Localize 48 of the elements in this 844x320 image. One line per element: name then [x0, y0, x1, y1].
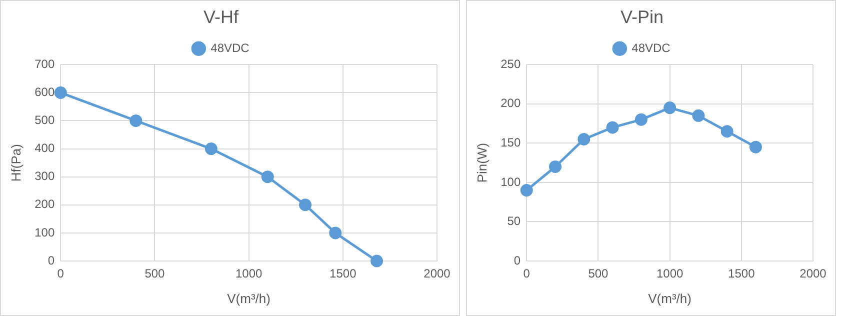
x-tick-label: 2000 — [800, 266, 827, 281]
y-tick-label: 100 — [34, 225, 55, 240]
point — [329, 226, 342, 240]
x-tick-label: 0 — [57, 266, 64, 281]
y-tick-label: 0 — [514, 253, 521, 268]
y-tick-label: 200 — [500, 96, 521, 110]
legend-label: 48VDC — [632, 40, 671, 55]
x-tick-label: 1000 — [656, 266, 684, 281]
x-tick-label: 2000 — [424, 266, 451, 281]
x-tick-label: 0 — [523, 266, 530, 281]
point — [130, 114, 142, 127]
y-tick-label: 400 — [34, 141, 55, 156]
point — [370, 254, 384, 268]
point — [578, 132, 590, 146]
point — [299, 198, 312, 212]
y-tick-label: 600 — [34, 84, 55, 99]
x-axis-title: V(m³/h) — [648, 290, 692, 306]
point — [520, 184, 533, 197]
point — [720, 125, 734, 138]
y-tick-label: 100 — [500, 174, 521, 189]
y-tick-label: 700 — [34, 56, 55, 71]
point — [54, 86, 67, 99]
point — [749, 140, 762, 154]
y-tick-label: 250 — [500, 56, 521, 71]
x-axis-title: V(m³/h) — [227, 290, 270, 306]
point — [664, 102, 676, 114]
y-tick-label: 50 — [507, 214, 521, 228]
y-tick-label: 500 — [34, 113, 55, 128]
point — [692, 109, 705, 122]
y-tick-label: 200 — [34, 197, 55, 212]
point — [606, 121, 619, 134]
y-axis-title: Hf(Pa) — [8, 144, 24, 182]
chart-title: V-Pin — [620, 6, 664, 27]
x-tick-label: 500 — [144, 266, 166, 281]
point — [204, 142, 218, 156]
point — [634, 113, 648, 126]
x-tick-label: 1500 — [728, 266, 756, 281]
legend-label: 48VDC — [210, 40, 250, 55]
y-tick-label: 150 — [500, 135, 521, 150]
y-tick-label: 300 — [34, 169, 55, 184]
point — [261, 170, 274, 184]
x-tick-label: 1500 — [330, 266, 357, 281]
x-tick-label: 1000 — [235, 266, 262, 281]
y-axis-title: Pin(W) — [474, 142, 490, 183]
y-tick-label: 0 — [48, 253, 55, 268]
chart-title: V-Hf — [203, 6, 240, 27]
point — [549, 160, 562, 173]
x-tick-label: 500 — [588, 266, 609, 281]
